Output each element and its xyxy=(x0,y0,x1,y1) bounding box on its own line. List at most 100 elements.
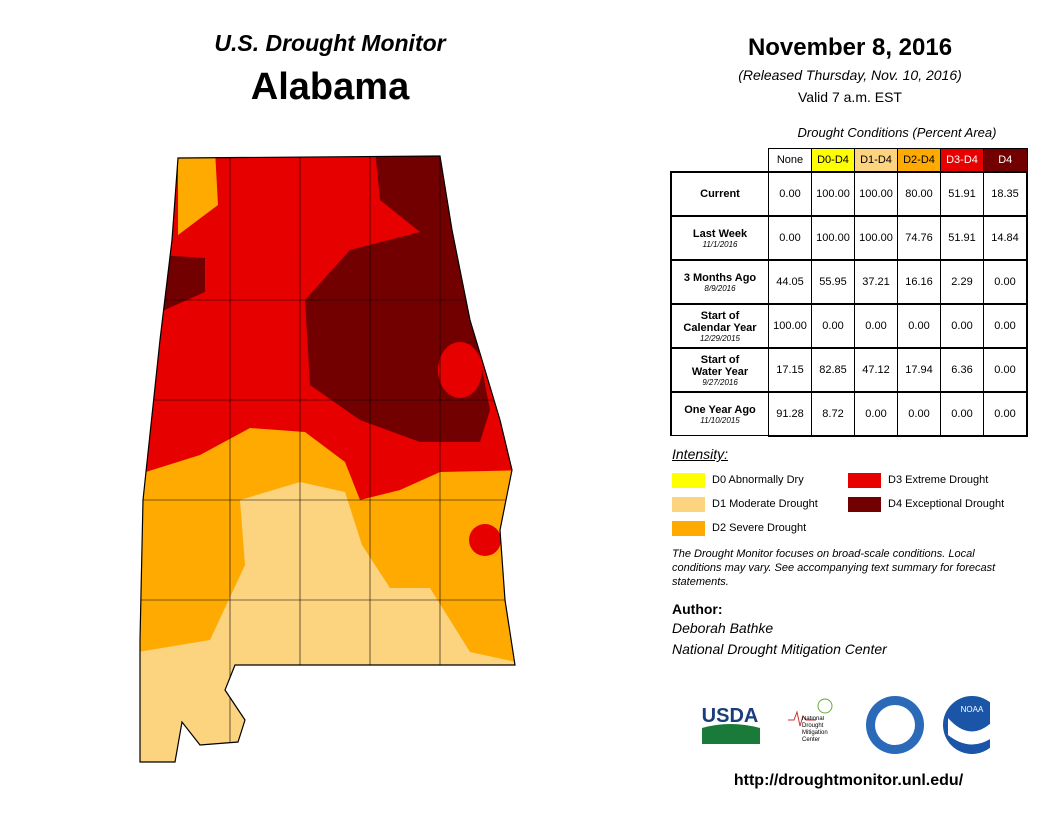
cell: 37.21 xyxy=(854,259,898,305)
noaa-bird xyxy=(948,718,990,745)
row-label: Current xyxy=(670,171,769,217)
conditions-table: None D0-D4 D1-D4 D2-D4 D3-D4 D4 Current 0.00 100… xyxy=(670,148,1028,437)
row-label: Start of Water Year 9/27/2016 xyxy=(670,347,769,393)
blank-cell xyxy=(671,149,769,173)
cell: 100.00 xyxy=(811,215,855,261)
legend-label: D0 Abnormally Dry xyxy=(712,474,804,486)
cell: 55.95 xyxy=(811,259,855,305)
map xyxy=(139,155,516,763)
cell: 0.00 xyxy=(940,303,984,349)
noaa-logo: NOAA xyxy=(961,705,984,714)
cell: 44.05 xyxy=(768,259,812,305)
row-label-line: 3 Months Ago xyxy=(683,271,757,284)
cell: 0.00 xyxy=(897,303,941,349)
legend-label: D1 Moderate Drought xyxy=(712,498,818,510)
data-row: Start of Water Year 9/27/2016 17.15 82.85 47.… xyxy=(670,347,1028,393)
cell: 0.00 xyxy=(940,391,984,437)
cell: 100.00 xyxy=(768,303,812,349)
row-label: One Year Ago 11/10/2015 xyxy=(670,391,769,436)
cell: 82.85 xyxy=(811,347,855,393)
cell: 17.15 xyxy=(768,347,812,393)
usda-logo: USDA xyxy=(702,705,759,727)
url: http://droughtmonitor.unl.edu/ xyxy=(733,772,964,789)
state-outline xyxy=(139,155,516,763)
logos: USDA National Drought Mitigation Center … xyxy=(702,696,990,754)
cell: 0.00 xyxy=(768,171,812,217)
data-row: Start of Calendar Year 12/29/2015 100.00 0.0… xyxy=(670,303,1028,349)
cell: 14.84 xyxy=(983,215,1028,261)
data-row: Current 0.00 100.00 100.00 80.00 51.91 18.35 xyxy=(670,171,1028,217)
cell: 51.91 xyxy=(940,215,984,261)
cell: 0.00 xyxy=(983,347,1028,393)
row-label: Start of Calendar Year 12/29/2015 xyxy=(670,303,769,349)
row-date: 12/29/2015 xyxy=(699,333,741,343)
state-title: Alabama xyxy=(250,66,410,108)
legend-swatch xyxy=(672,497,705,512)
legend-swatch xyxy=(672,521,705,536)
date: November 8, 2016 xyxy=(747,34,953,61)
legend-label: D2 Severe Drought xyxy=(712,522,807,534)
data-row: Last Week 11/1/2016 0.00 100.00 100.00 74.76 5… xyxy=(670,215,1028,261)
data-row: One Year Ago 11/10/2015 91.28 8.72 0.00 0.00 0… xyxy=(670,391,1028,437)
cell: 0.00 xyxy=(983,391,1028,437)
cell: 18.35 xyxy=(983,171,1028,217)
author-heading: Author: xyxy=(672,601,723,617)
data-row: 3 Months Ago 8/9/2016 44.05 55.95 37.21 16.16… xyxy=(670,259,1028,305)
legend-title: Intensity: xyxy=(672,446,729,462)
cell: 0.00 xyxy=(897,391,941,437)
cell: 6.36 xyxy=(940,347,984,393)
row-label: Last Week 11/1/2016 xyxy=(670,215,769,261)
column-header: D1-D4 xyxy=(854,148,898,173)
ndmc-text: National Drought Mitigation Center xyxy=(802,716,828,743)
cell: 0.00 xyxy=(983,303,1028,349)
cell: 16.16 xyxy=(897,259,941,305)
cell: 0.00 xyxy=(854,391,898,437)
row-date: 9/27/2016 xyxy=(702,377,738,387)
county-lines xyxy=(140,156,515,762)
cell: 74.76 xyxy=(897,215,941,261)
doc-seal-inner xyxy=(875,705,915,745)
cell: 47.12 xyxy=(854,347,898,393)
row-label-line: Water Year xyxy=(691,365,749,378)
usda-swoosh xyxy=(702,724,760,744)
legend-label: D4 Exceptional Drought xyxy=(888,498,1005,510)
cell: 100.00 xyxy=(854,171,898,217)
row-label-line: One Year Ago xyxy=(684,403,756,416)
ndmc-line xyxy=(788,710,816,727)
legend-swatch xyxy=(848,473,881,488)
row-label-line: Start of xyxy=(700,353,740,366)
cell: 91.28 xyxy=(768,391,812,437)
author-org: National Drought Mitigation Center xyxy=(672,641,887,657)
row-label-line: Current xyxy=(700,188,740,200)
cell: 8.72 xyxy=(811,391,855,437)
cell: 0.00 xyxy=(854,303,898,349)
row-label-line: Last Week xyxy=(692,227,748,240)
column-header: None xyxy=(768,148,812,173)
row-label: 3 Months Ago 8/9/2016 xyxy=(670,259,769,305)
program-title: U.S. Drought Monitor xyxy=(214,30,446,56)
column-header: D2-D4 xyxy=(897,148,941,173)
row-date: 11/10/2015 xyxy=(700,415,740,425)
cell: 51.91 xyxy=(940,171,984,217)
note: The Drought Monitor focuses on broad-sca… xyxy=(672,548,996,588)
column-header: D3-D4 xyxy=(940,148,984,173)
column-header: D4 xyxy=(983,148,1028,173)
cell: 17.94 xyxy=(897,347,941,393)
ndmc-tree xyxy=(817,698,833,714)
legend-swatch xyxy=(672,473,705,488)
row-date: 11/1/2016 xyxy=(702,239,738,249)
header-row: None D0-D4 D1-D4 D2-D4 D3-D4 D4 xyxy=(671,148,1028,173)
cell: 2.29 xyxy=(940,259,984,305)
table-caption: Drought Conditions (Percent Area) xyxy=(797,125,997,140)
cell: 80.00 xyxy=(897,171,941,217)
legend-label: D3 Extreme Drought xyxy=(888,474,989,486)
row-label-line: Start of xyxy=(700,309,740,322)
cell: 0.00 xyxy=(811,303,855,349)
cell: 100.00 xyxy=(811,171,855,217)
legend-swatch xyxy=(848,497,881,512)
cell: 100.00 xyxy=(854,215,898,261)
cell: 0.00 xyxy=(983,259,1028,305)
column-header: D0-D4 xyxy=(811,148,855,173)
author-name: Deborah Bathke xyxy=(672,620,774,636)
